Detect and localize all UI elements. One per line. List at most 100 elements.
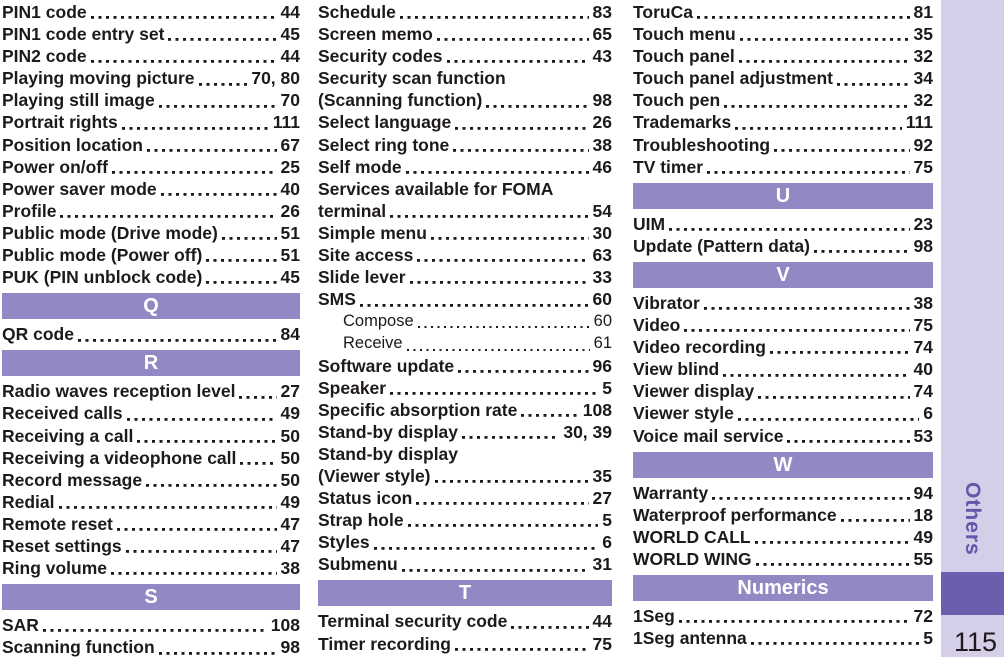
entry-label: terminal: [318, 200, 387, 221]
entry-label: Position location: [2, 134, 143, 155]
entry-page-number: 26: [280, 200, 300, 221]
entry-label: Receive: [343, 334, 403, 353]
index-entry: Speaker 5: [318, 376, 612, 399]
dot-leader: [125, 534, 277, 558]
entry-label: (Scanning function): [318, 90, 483, 111]
index-entry: View blind 40: [633, 358, 933, 381]
entry-page-number: 83: [592, 2, 612, 22]
entry-label: Timer recording: [318, 633, 451, 654]
dot-leader: [813, 234, 910, 257]
dot-leader: [121, 111, 269, 134]
section-header-label: V: [776, 263, 790, 286]
entry-page-number: 49: [913, 526, 933, 547]
entry-page-number: 60: [593, 312, 612, 331]
dot-leader: [707, 155, 910, 178]
entry-page-number: 50: [280, 425, 300, 446]
entry-label: Compose: [343, 312, 414, 331]
section-header-r: R: [2, 350, 300, 377]
entry-page-number: 5: [923, 628, 933, 649]
entry-page-number: 33: [592, 267, 612, 288]
dot-leader: [158, 89, 277, 112]
dot-leader: [696, 1, 910, 24]
entry-label: Stand-by display: [318, 421, 459, 442]
dot-leader: [406, 332, 590, 355]
entry-label: Update (Pattern data): [633, 235, 810, 256]
index-entry: Ring volume 38: [2, 557, 300, 580]
entry-page-number: 43: [592, 46, 612, 67]
entry-page-number: 74: [913, 381, 933, 402]
dot-leader: [417, 310, 590, 333]
section-header-label: U: [775, 184, 791, 207]
dot-leader: [458, 354, 589, 377]
entry-page-number: 47: [280, 513, 300, 534]
dot-leader: [434, 464, 589, 488]
index-entry: 1Seg 72: [633, 604, 933, 628]
dot-leader: [724, 89, 910, 112]
dot-leader: [168, 23, 277, 46]
index-entry: Styles 6: [318, 531, 612, 554]
entry-label: Voice mail service: [633, 425, 784, 446]
index-entry: PIN1 code entry set 45: [2, 23, 300, 46]
section-header-numerics: Numerics: [633, 574, 933, 601]
dot-leader: [758, 380, 910, 403]
entry-label: WORLD WING: [633, 548, 752, 569]
index-entry: Power on/off 25: [2, 155, 300, 178]
section-header-t: T: [318, 580, 612, 607]
entry-label: PUK (PIN unblock code): [2, 267, 203, 288]
dot-leader: [58, 490, 277, 513]
entry-label: WORLD CALL: [633, 526, 751, 547]
index-entry: Viewer display 74: [633, 380, 933, 403]
section-header-v: V: [633, 261, 933, 288]
index-entry: Receiving a call 50: [2, 424, 300, 447]
dot-leader: [111, 557, 277, 580]
entry-page-number: 63: [592, 245, 612, 266]
entry-page-number: 30, 39: [563, 421, 612, 442]
dot-leader: [684, 314, 910, 337]
entry-label: Security codes: [318, 46, 443, 67]
section-header-label: T: [458, 582, 472, 605]
index-entry: Security codes 43: [318, 45, 612, 68]
dot-leader: [511, 610, 589, 633]
dot-leader: [454, 632, 589, 655]
dot-leader: [160, 177, 277, 200]
entry-page-number: 35: [913, 24, 933, 45]
entry-label: Record message: [2, 469, 143, 490]
index-entry: Public mode (Drive mode) 51: [2, 221, 300, 245]
entry-label: Screen memo: [318, 24, 433, 45]
entry-page-number: 55: [913, 548, 933, 569]
index-entry: Waterproof performance 18: [633, 503, 933, 526]
index-entry: Software update 96: [318, 354, 612, 377]
index-entry: terminal 54: [318, 199, 612, 222]
entry-page-number: 18: [913, 504, 933, 525]
dot-leader: [240, 446, 277, 469]
entry-label: Playing moving picture: [2, 68, 195, 89]
entry-label: TV timer: [633, 156, 704, 177]
entry-label: Site access: [318, 245, 414, 266]
entry-page-number: 60: [592, 289, 612, 310]
entry-page-number: 26: [592, 112, 612, 133]
index-entry: Receive 61: [318, 332, 612, 355]
dot-leader: [416, 487, 589, 510]
dot-leader: [401, 553, 589, 576]
entry-label: Styles: [318, 532, 370, 553]
index-entry: Stand-by display 30, 39: [318, 420, 612, 443]
index-entry: Services available for FOMA: [318, 178, 612, 200]
entry-page-number: 30: [592, 222, 612, 243]
entry-page-number: 35: [592, 465, 612, 486]
entry-page-number: 98: [913, 235, 933, 256]
index-entry: Position location 67: [2, 133, 300, 156]
dot-leader: [126, 402, 277, 425]
entry-label: Remote reset: [2, 513, 113, 534]
entry-label: UIM: [633, 213, 666, 234]
index-entry: Viewer style 6: [633, 402, 933, 425]
entry-label: Power on/off: [2, 156, 108, 177]
entry-label: PIN1 code: [2, 2, 87, 22]
entry-page-number: 96: [592, 355, 612, 376]
others-sidebar-label: Others: [961, 482, 984, 556]
dot-leader: [430, 221, 589, 245]
dot-leader: [399, 1, 589, 24]
index-entry: Screen memo 65: [318, 23, 612, 46]
entry-page-number: 49: [280, 491, 300, 512]
entry-page-number: 72: [913, 605, 933, 626]
index-entry: Timer recording 75: [318, 632, 612, 655]
